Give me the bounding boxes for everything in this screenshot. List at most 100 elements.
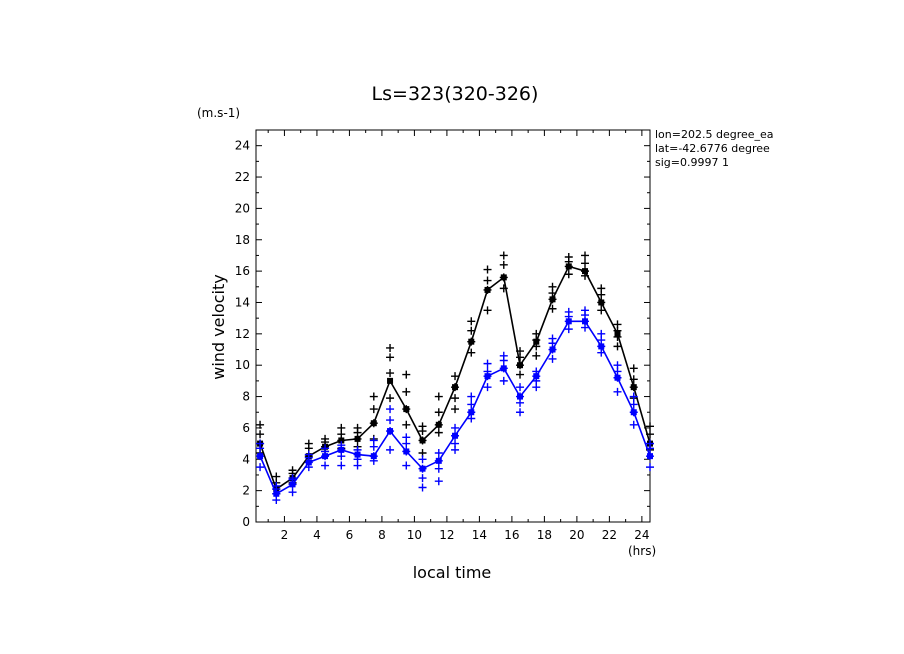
series-sample-point-0	[581, 267, 590, 276]
series-sample-point-0	[581, 251, 590, 260]
series-sample-point-1	[613, 361, 622, 370]
y-tick-label: 16	[235, 264, 250, 278]
series-sample-point-0	[402, 387, 411, 396]
series-sample-point-1	[451, 439, 460, 448]
series-sample-point-0	[256, 420, 265, 429]
series-sample-point-1	[386, 405, 395, 414]
series-sample-point-1	[483, 359, 492, 368]
series-sample-point-0	[646, 430, 654, 439]
series-sample-point-0	[272, 472, 281, 481]
series-sample-point-0	[386, 394, 395, 403]
y-tick-label: 2	[242, 484, 250, 498]
series-sample-point-1	[434, 477, 443, 486]
series-sample-point-0	[483, 306, 492, 315]
x-tick-label: 2	[281, 528, 289, 542]
series-sample-point-0	[386, 343, 395, 352]
y-tick-label: 24	[235, 139, 250, 153]
series-sample-point-0	[451, 383, 460, 392]
series-sample-point-1	[516, 408, 525, 417]
series-sample-point-0	[369, 419, 378, 428]
series-sample-point-0	[499, 284, 508, 293]
series-sample-point-0	[548, 304, 557, 313]
series-sample-point-1	[597, 329, 606, 338]
y-tick-label: 8	[242, 390, 250, 404]
x-tick-label: 16	[504, 528, 519, 542]
series-sample-point-1	[499, 376, 508, 385]
info-lat: lat=-42.6776 degree	[655, 142, 770, 155]
y-tick-label: 18	[235, 233, 250, 247]
series-sample-point-1	[386, 427, 395, 436]
series-sample-point-0	[369, 405, 378, 414]
series-sample-point-0	[467, 348, 476, 357]
series-sample-point-1	[629, 420, 638, 429]
series-sample-point-1	[288, 474, 297, 483]
series-sample-point-1	[613, 387, 622, 396]
series-sample-point-0	[629, 375, 638, 384]
series-sample-point-1	[467, 400, 476, 409]
x-tick-label: 20	[569, 528, 584, 542]
series-sample-point-0	[418, 436, 427, 445]
info-sig: sig=0.9997 1	[655, 156, 729, 169]
series-sample-point-0	[532, 329, 541, 338]
series-sample-point-0	[434, 420, 443, 429]
series-sample-point-1	[499, 364, 508, 373]
x-tick-label: 8	[378, 528, 386, 542]
series-sample-point-1	[321, 461, 330, 470]
series-sample-point-0	[483, 285, 492, 294]
series-sample-point-1	[483, 383, 492, 392]
y-tick-label: 14	[235, 295, 250, 309]
series-sample-point-1	[434, 449, 443, 458]
series-sample-point-0	[483, 265, 492, 274]
series-sample-point-0	[434, 392, 443, 401]
series-sample-point-1	[467, 408, 476, 417]
series-sample-point-0	[321, 434, 330, 443]
chart-title: Ls=323(320-326)	[372, 83, 539, 105]
series-sample-point-0	[386, 369, 395, 378]
x-tick-label: 18	[537, 528, 552, 542]
series-sample-point-1	[272, 481, 281, 490]
y-tick-label: 0	[242, 515, 250, 529]
y-tick-label: 4	[242, 452, 250, 466]
series-sample-point-1	[532, 367, 541, 376]
series-sample-point-0	[646, 422, 654, 431]
series-sample-point-1	[499, 351, 508, 360]
series-sample-point-0	[402, 405, 411, 414]
x-tick-label: 22	[602, 528, 617, 542]
series-sample-point-1	[629, 400, 638, 409]
series-sample-point-0	[516, 361, 525, 370]
series-sample-point-0	[402, 370, 411, 379]
y-unit-label: (m.s-1)	[197, 106, 240, 120]
series-sample-point-0	[499, 251, 508, 260]
series-sample-point-1	[337, 441, 346, 450]
series-sample-point-1	[629, 408, 638, 417]
series-sample-point-0	[613, 320, 622, 329]
x-unit-label: (hrs)	[628, 544, 656, 558]
x-axis-label: local time	[413, 563, 492, 582]
series-sample-point-0	[629, 383, 638, 392]
series-sample-point-1	[369, 452, 378, 461]
series-sample-point-0	[288, 466, 297, 475]
x-tick-label: 14	[472, 528, 487, 542]
series-sample-point-0	[597, 298, 606, 307]
series-sample-point-1	[564, 307, 573, 316]
series-sample-point-1	[564, 325, 573, 334]
series-sample-point-1	[402, 447, 411, 456]
series-sample-point-0	[386, 353, 395, 362]
series-mean-marker-0	[387, 377, 394, 384]
series-sample-point-0	[548, 282, 557, 291]
series-sample-point-1	[646, 439, 654, 448]
series-sample-point-1	[434, 456, 443, 465]
y-tick-label: 20	[235, 201, 250, 215]
series-sample-point-0	[532, 351, 541, 360]
series-sample-point-1	[581, 306, 590, 315]
series-sample-point-1	[418, 464, 427, 473]
series-sample-point-1	[548, 334, 557, 343]
series-sample-point-0	[597, 306, 606, 315]
series-sample-point-0	[418, 422, 427, 431]
series-sample-point-1	[402, 461, 411, 470]
series-sample-point-1	[548, 354, 557, 363]
series-sample-point-0	[434, 408, 443, 417]
series-sample-point-1	[256, 452, 265, 461]
y-tick-label: 12	[235, 327, 250, 341]
